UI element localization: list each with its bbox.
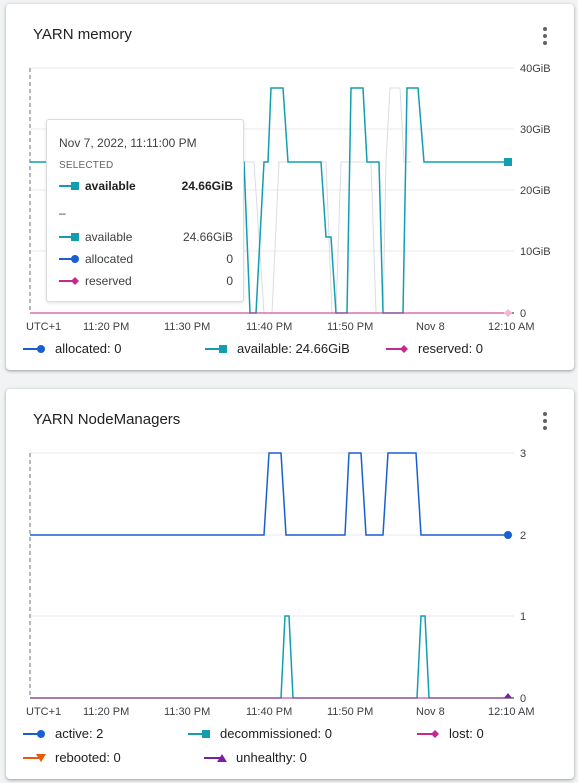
x-tick-label: UTC+1 [26, 706, 61, 718]
lost-legend-icon [417, 729, 439, 738]
legend-item-active[interactable]: active: 2 [23, 726, 103, 741]
decommissioned-legend-icon [188, 729, 210, 738]
memory-chart[interactable]: 40GiB 30GiB 20GiB 10GiB 0 UTC+1 11:20 PM… [6, 4, 574, 344]
chart-tooltip: Nov 7, 2022, 11:11:00 PM SELECTED availa… [46, 119, 244, 302]
y-tick-label: 10GiB [520, 246, 551, 258]
yarn-nodemanagers-card: YARN NodeManagers 3 2 1 0 UTC+1 11:20 PM… [6, 389, 574, 779]
x-tick-label: 11:30 PM [164, 321, 210, 333]
x-tick-label: 11:40 PM [246, 321, 292, 333]
available-legend-icon [205, 344, 227, 353]
y-tick-label: 0 [520, 308, 526, 320]
y-tick-label: 2 [520, 530, 526, 542]
tooltip-series-label: reserved [85, 274, 132, 288]
tooltip-separator: – [59, 206, 66, 220]
y-tick-label: 3 [520, 448, 526, 460]
x-tick-label: 12:10 AM [488, 706, 534, 718]
tooltip-date: Nov 7, 2022, 11:11:00 PM [59, 136, 197, 150]
more-options-icon[interactable] [538, 26, 552, 46]
x-tick-label: 12:10 AM [488, 321, 534, 333]
tooltip-series-value: 0 [226, 274, 233, 288]
x-tick-label: 11:40 PM [246, 706, 292, 718]
available-legend-icon [59, 233, 79, 241]
legend-item-lost[interactable]: lost: 0 [417, 726, 484, 741]
series-reserved-endpoint [504, 309, 512, 317]
legend-item-allocated[interactable]: allocated: 0 [23, 341, 122, 356]
series-decommissioned-line [30, 615, 508, 699]
tooltip-series-label: allocated [85, 252, 134, 266]
series-available-endpoint [504, 158, 512, 166]
tooltip-series-label: available [85, 179, 136, 193]
x-tick-label: 11:50 PM [327, 706, 373, 718]
y-tick-label: 20GiB [520, 185, 551, 197]
x-tick-label: Nov 8 [416, 706, 445, 718]
legend-label: unhealthy: 0 [236, 750, 307, 765]
series-unhealthy-endpoint [504, 693, 512, 698]
card-title: YARN memory [33, 26, 132, 43]
x-tick-label: Nov 8 [416, 321, 445, 333]
legend-label: allocated: 0 [55, 341, 122, 356]
tooltip-row: reserved 0 [59, 274, 233, 288]
x-tick-label: 11:30 PM [164, 706, 210, 718]
y-tick-label: 0 [520, 693, 526, 705]
unhealthy-legend-icon [204, 753, 227, 762]
legend-item-reserved[interactable]: reserved: 0 [386, 341, 483, 356]
allocated-legend-icon [59, 255, 79, 263]
reserved-legend-icon [59, 277, 79, 285]
tooltip-series-value: 24.66GiB [181, 179, 233, 193]
legend-item-decommissioned[interactable]: decommissioned: 0 [188, 726, 332, 741]
tooltip-selected-heading: SELECTED [59, 160, 114, 171]
series-active-line [30, 452, 508, 536]
legend-item-rebooted[interactable]: rebooted: 0 [23, 750, 121, 765]
nodemanagers-chart[interactable]: 3 2 1 0 UTC+1 11:20 PM 11:30 PM 11:40 PM… [6, 389, 574, 729]
rebooted-legend-icon [23, 753, 46, 762]
tooltip-row: allocated 0 [59, 252, 233, 266]
y-tick-label: 40GiB [520, 63, 551, 75]
legend-label: reserved: 0 [418, 341, 484, 356]
y-tick-label: 30GiB [520, 124, 551, 136]
legend-label: rebooted: 0 [55, 750, 121, 765]
allocated-legend-icon [23, 344, 45, 353]
tooltip-row: available 24.66GiB [59, 230, 233, 244]
series-available-line [30, 87, 508, 314]
legend-label: active: 2 [55, 726, 104, 741]
legend-label: decommissioned: 0 [220, 726, 332, 741]
tooltip-selected-row: available 24.66GiB [59, 179, 233, 193]
y-tick-label: 1 [520, 611, 526, 623]
active-legend-icon [23, 729, 45, 738]
tooltip-series-label: available [85, 230, 133, 244]
yarn-memory-card: YARN memory 40GiB 30GiB 20GiB 10GiB 0 UT… [6, 4, 574, 370]
card-title: YARN NodeManagers [33, 411, 181, 428]
reserved-legend-icon [386, 344, 408, 353]
tooltip-series-value: 24.66GiB [182, 230, 233, 244]
x-tick-label: UTC+1 [26, 321, 61, 333]
x-tick-label: 11:20 PM [83, 321, 129, 333]
legend-label: available: 24.66GiB [237, 341, 350, 356]
tooltip-series-value: 0 [226, 252, 233, 266]
x-tick-label: 11:20 PM [83, 706, 129, 718]
legend-item-available[interactable]: available: 24.66GiB [205, 341, 350, 356]
x-tick-label: 11:50 PM [327, 321, 373, 333]
legend-item-unhealthy[interactable]: unhealthy: 0 [204, 750, 307, 765]
available-legend-icon [59, 182, 79, 190]
more-options-icon[interactable] [538, 411, 552, 431]
series-active-endpoint [504, 531, 512, 539]
legend-label: lost: 0 [449, 726, 484, 741]
